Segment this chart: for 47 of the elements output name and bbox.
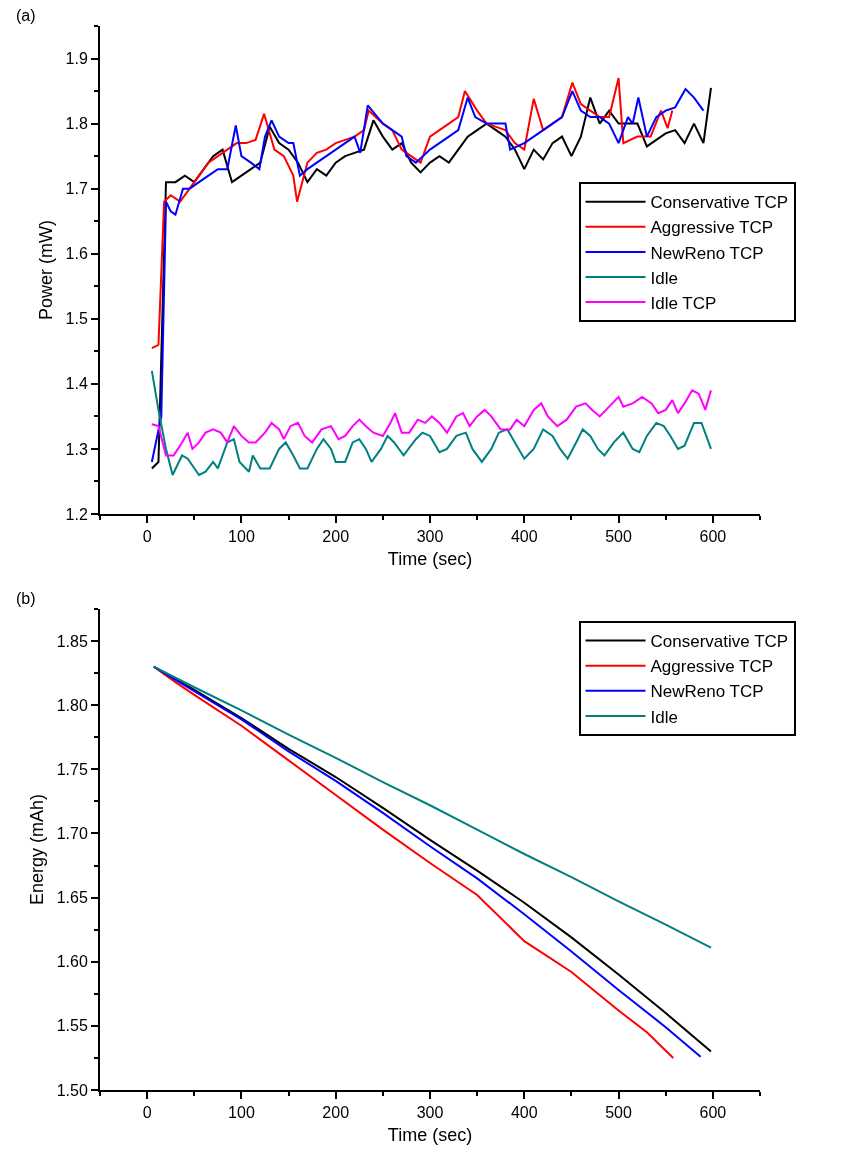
x-tick-label: 600 [699,528,727,546]
y-axis-title: Power (mW) [36,220,57,320]
y-tick-label: 1.70 [56,825,88,843]
x-tick-label: 500 [605,1104,633,1122]
legend-label: Aggressive TCP [650,657,774,677]
y-tick-label: 1.7 [65,180,88,198]
x-axis-title: Time (sec) [387,548,473,569]
y-tick-label: 1.4 [65,375,88,393]
y-tick-label: 1.80 [56,696,88,714]
y-tick-label: 1.50 [56,1081,88,1099]
legend-label: Idle [650,268,678,288]
x-tick-label: 200 [322,1104,350,1122]
legend-label: Conservative TCP [650,193,789,213]
y-tick-label: 1.65 [56,889,88,907]
line-series [150,369,712,476]
legend-label: Idle TCP [650,293,717,313]
text: (b) [16,590,36,607]
x-axis-title: Time (sec) [387,1124,473,1145]
legend-label: Aggressive TCP [650,218,774,238]
y-tick-label: 1.5 [65,310,88,328]
legend-label: NewReno TCP [650,243,764,263]
y-tick-label: 1.55 [56,1017,88,1035]
x-tick-label: 100 [228,1104,255,1122]
y-tick-label: 1.9 [65,50,88,68]
x-tick-label: 0 [142,1104,152,1122]
x-tick-label: 600 [699,1104,727,1122]
x-tick-label: 300 [416,528,444,546]
legend-label: NewReno TCP [650,682,764,702]
x-tick-label: 400 [510,1104,538,1122]
x-tick-label: 0 [142,528,152,546]
y-tick-label: 1.6 [65,245,88,263]
legend-label: Idle [650,707,678,727]
text: (a) [16,7,36,24]
x-tick-label: 200 [322,528,350,546]
y-tick-label: 1.8 [65,115,88,133]
x-tick-label: 100 [228,528,255,546]
y-tick-label: 1.75 [56,760,88,778]
y-axis-title: Energy (mAh) [27,793,48,906]
x-tick-label: 300 [416,1104,444,1122]
x-tick-label: 500 [605,528,633,546]
x-tick-label: 400 [510,528,538,546]
y-tick-label: 1.85 [56,632,88,650]
y-tick-label: 1.2 [65,505,88,523]
y-tick-label: 1.60 [56,953,88,971]
y-tick-label: 1.3 [65,440,88,458]
line-series [150,389,712,457]
legend-label: Conservative TCP [650,632,789,652]
